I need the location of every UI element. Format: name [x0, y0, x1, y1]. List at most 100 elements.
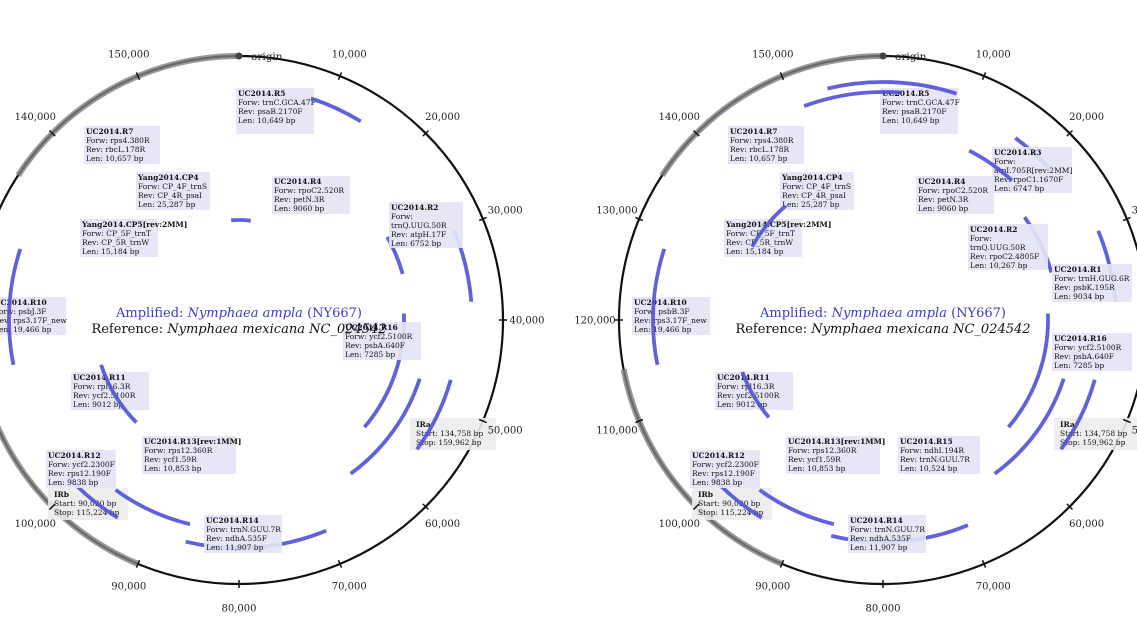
- amplicon-label-title: Yang2014.CP4: [781, 173, 843, 182]
- tick-label: 10,000: [332, 49, 367, 60]
- tick-label: 90,000: [111, 582, 146, 593]
- amplicon-arc: [99, 364, 138, 424]
- ir-arc-ira: [15, 53, 239, 178]
- tick-label: 140,000: [659, 112, 700, 123]
- amplicon-label-line: Rev: ycf2.5100R: [73, 391, 136, 400]
- amplicon-label-line: Len: 11,907 bp: [206, 543, 264, 552]
- tick-label: 100,000: [659, 519, 700, 530]
- amplicon-label-line: Forw:: [391, 212, 413, 221]
- amplicon-arc: [993, 378, 1066, 476]
- tick-label: 70,000: [332, 582, 367, 593]
- ir-label-line: Stop: 115,224 bp: [54, 508, 120, 517]
- amplicon-label-box: [80, 219, 158, 257]
- amplicon-label-line: Forw: rps4.380R: [730, 136, 794, 145]
- amplicon-label-title: UC2014.R12: [48, 451, 101, 460]
- amplicon-label-line: Len: 10,853 bp: [788, 464, 846, 473]
- tick-mark: [1066, 129, 1074, 137]
- amplicon-label-title: UC2014.R5: [882, 89, 929, 98]
- ir-arc-irb: [620, 368, 783, 567]
- amplicon-arc: [758, 488, 835, 527]
- amplicon-label-line: Rev: ycf1.59R: [144, 455, 197, 464]
- amplicon-label-line: Forw: trnC.GCA.47F: [238, 98, 316, 107]
- tick-mark: [1122, 418, 1131, 424]
- amplicon-label-box: [632, 297, 710, 335]
- amplicon-label-line: Rev: petN.3R: [918, 195, 969, 204]
- ir-label-title: IRa: [1060, 420, 1075, 429]
- ir-label-line: Start: 90,020 bp: [54, 499, 117, 508]
- tick-label: 70,000: [976, 582, 1011, 593]
- ir-label-line: Start: 134,758 bp: [416, 429, 483, 438]
- tick-label: 100,000: [15, 519, 56, 530]
- amplicon-label-line: trnQ.UUG.50R: [391, 221, 447, 230]
- ir-label-box: [410, 418, 496, 450]
- tick-label: 30,000: [1132, 205, 1137, 216]
- amplicon-label-box: [1052, 333, 1132, 371]
- amplicon-label-line: Rev: ndhA.535F: [850, 534, 911, 543]
- tick-label: 150,000: [108, 49, 149, 60]
- amplicon-label-line: Rev: rbcL.178R: [86, 145, 145, 154]
- tick-mark: [478, 418, 487, 424]
- amplicon-label-line: Rev: psbK.195R: [1054, 283, 1115, 292]
- origin-dot: [879, 52, 887, 60]
- amplicon-label-box: [690, 450, 760, 488]
- amplicon-label-line: Forw: ycf2.5100R: [345, 332, 413, 341]
- tick-label: 80,000: [866, 604, 901, 615]
- amplicon-label-line: Rev: CP_4R_psaI: [782, 191, 846, 200]
- amplicon-label-title: UC2014.R7: [730, 127, 777, 136]
- amplicon-label-line: Len: 10,267 bp: [970, 261, 1028, 270]
- amplicon-label-box: [715, 372, 793, 410]
- amplicon-label-line: Rev: rbcL.178R: [730, 145, 789, 154]
- ir-arc-ira: [659, 53, 883, 178]
- amplicon-label-line: Rev: psbA.640F: [345, 341, 405, 350]
- amplicon-label-line: Forw:: [970, 234, 992, 243]
- amplicon-label-box: [728, 126, 804, 164]
- ir-label-line: Stop: 159,962 bp: [1060, 438, 1126, 447]
- amplicon-label-title: UC2014.R3: [994, 148, 1041, 157]
- amplicon-label-line: Forw: trnN.GUU.7R: [850, 525, 925, 534]
- amplicon-label-title: UC2014.R13[rev:1MM]: [788, 437, 885, 446]
- amplicon-arc: [651, 248, 667, 366]
- amplicon-label-title: Yang2014.CP5[rev:2MM]: [81, 220, 187, 229]
- amplicon-label-title: UC2014.R2: [970, 225, 1017, 234]
- amplicon-label-title: UC2014.R4: [918, 177, 965, 186]
- amplicon-label-line: Len: 9060 bp: [274, 204, 324, 213]
- amplicon-label-box: [898, 436, 980, 474]
- amplicon-label-box: [389, 202, 463, 248]
- amplicon-label-line: Rev: rpoC1.1670F: [994, 175, 1063, 184]
- amplicon-label-line: Len: 10,649 bp: [882, 116, 940, 125]
- amplicon-label-line: Rev: psaB.2170F: [882, 107, 947, 116]
- tick-label: 50,000: [488, 426, 523, 437]
- amplicon-label-box: [204, 515, 282, 553]
- amplicon-label-line: Rev: psaB.2170F: [238, 107, 303, 116]
- tick-mark: [981, 72, 987, 81]
- ir-label-line: Start: 90,020 bp: [698, 499, 761, 508]
- amplicon-label-line: Len: 9034 bp: [1054, 292, 1104, 301]
- amplicon-label-title: UC2014.R4: [274, 177, 321, 186]
- amplicon-label-title: UC2014.R15: [900, 437, 953, 446]
- tick-label: 90,000: [755, 582, 790, 593]
- amplicon-arc: [415, 379, 453, 451]
- tick-mark: [337, 559, 343, 568]
- amplicon-label-line: trnQ.UUG.50R: [970, 243, 1026, 252]
- tick-mark: [981, 559, 987, 568]
- amplicon-label-title: UC2014.R1: [1054, 265, 1101, 274]
- amplicon-label-line: Len: 9838 bp: [48, 478, 98, 487]
- amplicon-label-line: Forw: CP_4F_trnS: [138, 182, 207, 191]
- amplicon-label-title: UC2014.R16: [1054, 334, 1107, 343]
- amplified-caption: Amplified: Nymphaea ampla (NY667): [115, 306, 362, 321]
- ir-label-title: IRa: [416, 420, 431, 429]
- tick-mark: [135, 559, 141, 568]
